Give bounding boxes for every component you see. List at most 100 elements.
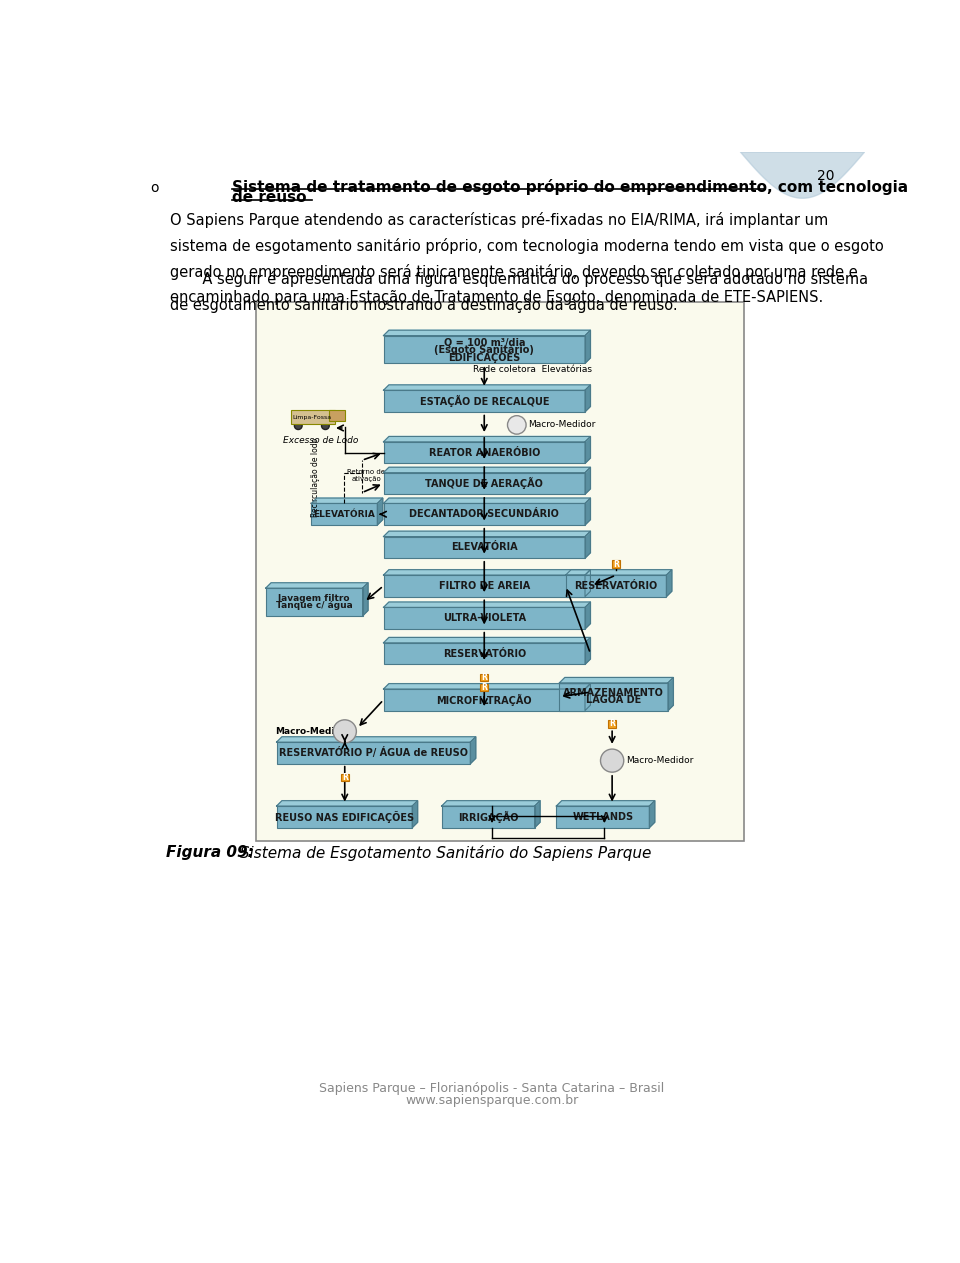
FancyBboxPatch shape [383,690,585,711]
Text: ESTAÇÃO DE RECALQUE: ESTAÇÃO DE RECALQUE [420,395,549,407]
Polygon shape [383,683,590,690]
Polygon shape [535,801,540,827]
Text: ULTRA-VIOLETA: ULTRA-VIOLETA [443,613,526,623]
Text: Sistema de tratamento de esgoto próprio do empreendimento, com tecnologia: Sistema de tratamento de esgoto próprio … [232,178,908,195]
Text: ELEVATÓRIA: ELEVATÓRIA [451,542,517,552]
Polygon shape [276,801,418,806]
Polygon shape [649,801,655,827]
Polygon shape [585,467,590,494]
Text: IRRIGAÇÃO: IRRIGAÇÃO [458,811,518,823]
Polygon shape [585,330,590,364]
FancyBboxPatch shape [612,561,620,568]
Text: R: R [481,673,487,682]
Polygon shape [412,801,418,827]
Polygon shape [565,570,672,575]
Polygon shape [383,638,590,643]
FancyBboxPatch shape [383,643,585,664]
Polygon shape [585,532,590,558]
Circle shape [508,416,526,434]
Circle shape [333,720,356,743]
Polygon shape [383,437,590,442]
Circle shape [295,422,302,429]
Circle shape [322,422,329,429]
Text: Limpa-Fossa: Limpa-Fossa [293,414,332,419]
Text: FILTRO DE AREIA: FILTRO DE AREIA [439,581,530,591]
Text: RESERVATÓRIO: RESERVATÓRIO [574,581,658,591]
Polygon shape [383,330,590,336]
Text: A seguir é apresentada uma figura esquemática do processo que será adotado no si: A seguir é apresentada uma figura esquem… [170,270,869,313]
FancyBboxPatch shape [609,720,616,727]
Polygon shape [383,467,590,472]
FancyBboxPatch shape [383,336,585,364]
Text: R: R [342,773,348,782]
Polygon shape [377,498,383,525]
FancyBboxPatch shape [442,806,535,827]
Text: ARMAZENAMENTO: ARMAZENAMENTO [564,688,664,698]
Text: TANQUE DE AERAÇÃO: TANQUE DE AERAÇÃO [425,477,543,490]
FancyBboxPatch shape [276,806,412,827]
Text: Excesso de Lodo: Excesso de Lodo [283,437,358,446]
Text: Tanque c/ água: Tanque c/ água [276,601,352,610]
FancyBboxPatch shape [557,806,649,827]
Text: (Esgoto Sanitário): (Esgoto Sanitário) [434,345,534,355]
Polygon shape [383,532,590,537]
Text: REATOR ANAERÓBIO: REATOR ANAERÓBIO [428,447,540,457]
FancyBboxPatch shape [560,683,668,711]
Polygon shape [383,602,590,608]
Polygon shape [585,683,590,711]
Text: Macro-Medidor: Macro-Medidor [275,727,351,736]
Polygon shape [560,677,673,683]
Polygon shape [383,385,590,390]
FancyBboxPatch shape [291,410,335,424]
Text: Q = 100 m³/dia: Q = 100 m³/dia [444,337,525,347]
Text: R: R [610,719,615,729]
Polygon shape [276,736,476,743]
Polygon shape [266,582,368,589]
FancyBboxPatch shape [383,442,585,464]
FancyBboxPatch shape [383,390,585,412]
Text: lavagem filtro: lavagem filtro [278,594,349,604]
Text: Rede coletora  Elevatórias: Rede coletora Elevatórias [472,365,591,374]
Text: www.sapiensparque.com.br: www.sapiensparque.com.br [405,1094,579,1108]
Text: de reuso: de reuso [232,189,307,205]
Circle shape [601,749,624,772]
Polygon shape [585,498,590,525]
Text: Macro-Medidor: Macro-Medidor [626,757,693,765]
FancyBboxPatch shape [266,589,363,616]
Text: 20: 20 [817,169,834,183]
Text: LAGOA DE: LAGOA DE [586,696,641,705]
FancyBboxPatch shape [565,575,666,596]
FancyBboxPatch shape [311,504,377,525]
Text: RESERVATÓRIO: RESERVATÓRIO [443,649,526,658]
Polygon shape [470,736,476,764]
Polygon shape [585,602,590,629]
Polygon shape [442,801,540,806]
Polygon shape [311,498,383,504]
FancyBboxPatch shape [383,537,585,558]
FancyBboxPatch shape [383,504,585,525]
FancyBboxPatch shape [480,683,488,691]
Text: WETLANDS: WETLANDS [572,812,634,822]
FancyBboxPatch shape [276,743,470,764]
Text: O Sapiens Parque atendendo as características pré-fixadas no EIA/RIMA, irá impla: O Sapiens Parque atendendo as caracterís… [170,212,884,306]
Polygon shape [557,801,655,806]
FancyBboxPatch shape [329,410,345,421]
Text: MICROFILTRAÇÃO: MICROFILTRAÇÃO [437,693,532,706]
FancyBboxPatch shape [255,302,744,841]
FancyBboxPatch shape [383,472,585,494]
Polygon shape [585,570,590,596]
FancyBboxPatch shape [383,575,585,596]
Polygon shape [363,582,368,616]
Text: Macro-Medidor: Macro-Medidor [528,421,596,429]
Text: Sapiens Parque – Florianópolis - Santa Catarina – Brasil: Sapiens Parque – Florianópolis - Santa C… [320,1082,664,1095]
Text: Sistema de Esgotamento Sanitário do Sapiens Parque: Sistema de Esgotamento Sanitário do Sapi… [234,845,651,861]
Polygon shape [585,638,590,664]
Text: Recirculação de lodo: Recirculação de lodo [311,438,320,517]
Text: Retorno de
ativação: Retorno de ativação [348,470,386,482]
FancyBboxPatch shape [341,774,348,782]
FancyBboxPatch shape [383,608,585,629]
Text: RESERVATÓRIO P/ ÁGUA de REUSO: RESERVATÓRIO P/ ÁGUA de REUSO [279,748,468,758]
Text: Figura 09:: Figura 09: [166,845,254,860]
Polygon shape [383,498,590,504]
Polygon shape [668,677,673,711]
